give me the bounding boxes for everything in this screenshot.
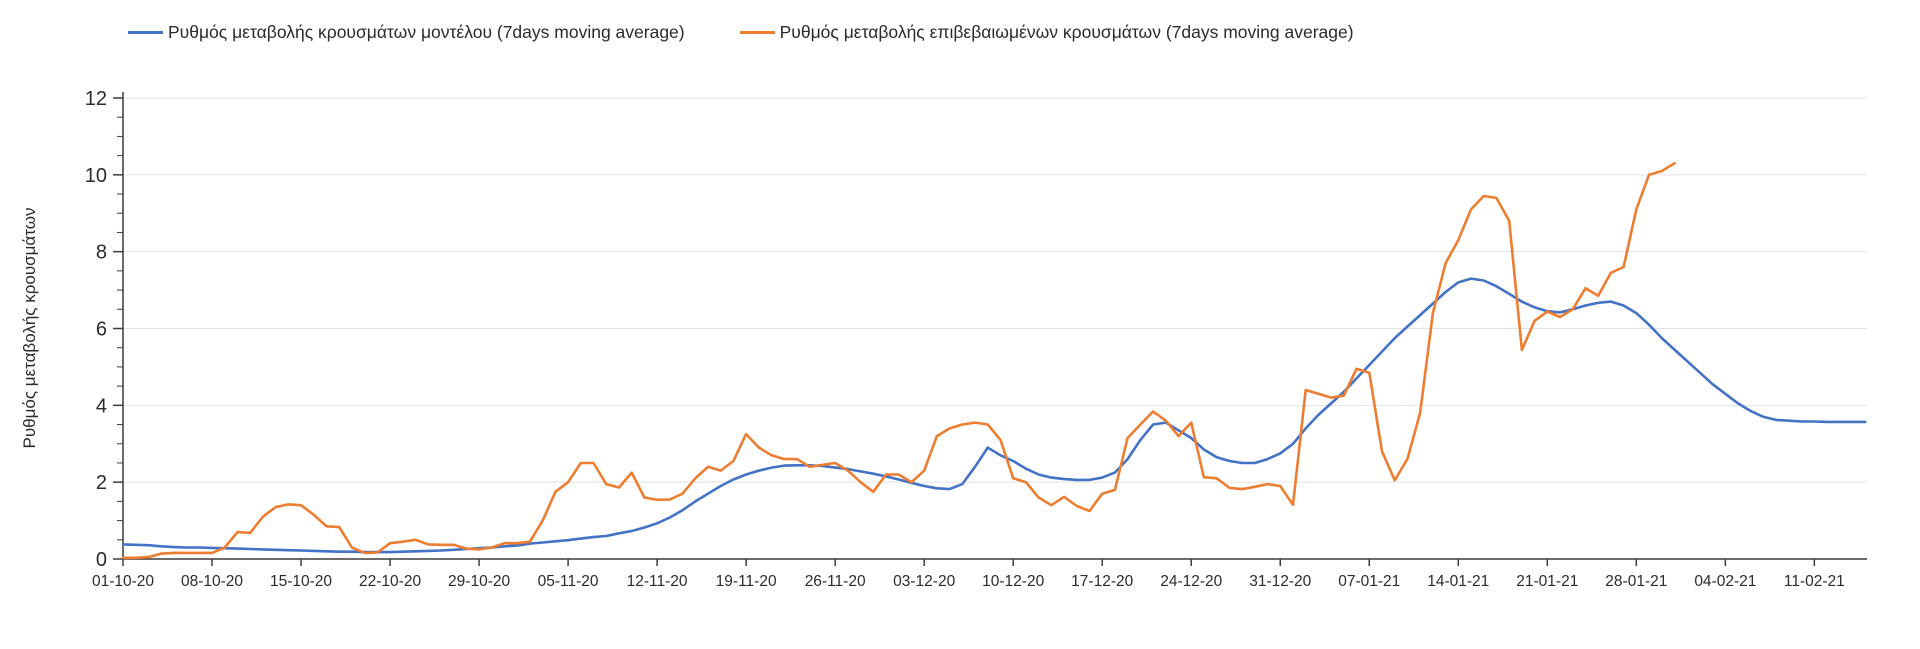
x-tick-label-28-01-21: 28-01-21 xyxy=(1605,573,1667,590)
x-tick-label-03-12-20: 03-12-20 xyxy=(893,573,955,590)
x-tick-label-10-12-20: 10-12-20 xyxy=(982,573,1044,590)
confirmed-series-line-icon xyxy=(739,31,775,34)
legend-item-confirmed[interactable]: Ρυθμός μεταβολής επιβεβαιωμένων κρουσμάτ… xyxy=(739,22,1354,43)
legend-label-confirmed: Ρυθμός μεταβολής επιβεβαιωμένων κρουσμάτ… xyxy=(779,22,1354,42)
x-tick-label-04-02-21: 04-02-21 xyxy=(1694,573,1756,590)
model-series-line xyxy=(121,277,1867,554)
x-tick-label-12-11-20: 12-11-20 xyxy=(627,573,688,590)
y-tick-label-6: 6 xyxy=(96,319,107,341)
chart-legend: Ρυθμός μεταβολής κρουσμάτων μοντέλου (7d… xyxy=(128,22,1354,43)
x-tick-label-11-02-21: 11-02-21 xyxy=(1784,573,1845,590)
x-tick-label-08-10-20: 08-10-20 xyxy=(181,573,243,590)
legend-item-model[interactable]: Ρυθμός μεταβολής κρουσμάτων μοντέλου (7d… xyxy=(128,22,685,43)
confirmed-series-line xyxy=(121,162,1676,560)
y-tick-label-8: 8 xyxy=(96,242,107,264)
x-tick-label-19-11-20: 19-11-20 xyxy=(716,573,777,590)
x-tick-label-15-10-20: 15-10-20 xyxy=(270,573,332,590)
y-tick-label-10: 10 xyxy=(85,165,107,187)
x-tick-label-29-10-20: 29-10-20 xyxy=(448,573,510,590)
y-tick-label-0: 0 xyxy=(96,549,107,571)
x-tick-label-24-12-20: 24-12-20 xyxy=(1160,573,1222,590)
y-tick-label-2: 2 xyxy=(96,472,107,494)
x-tick-label-07-01-21: 07-01-21 xyxy=(1338,573,1400,590)
model-series-line-icon xyxy=(128,31,163,34)
legend-label-model: Ρυθμός μεταβολής κρουσμάτων μοντέλου (7d… xyxy=(168,22,685,42)
x-tick-label-31-12-20: 31-12-20 xyxy=(1249,573,1311,590)
y-tick-label-4: 4 xyxy=(96,395,107,417)
x-tick-label-21-01-21: 21-01-21 xyxy=(1516,573,1578,590)
x-tick-label-17-12-20: 17-12-20 xyxy=(1071,573,1133,590)
y-tick-label-12: 12 xyxy=(85,88,107,110)
x-tick-label-26-11-20: 26-11-20 xyxy=(805,573,866,590)
x-tick-label-14-01-21: 14-01-21 xyxy=(1427,573,1489,590)
x-tick-label-01-10-20: 01-10-20 xyxy=(92,573,154,590)
x-tick-label-22-10-20: 22-10-20 xyxy=(359,573,421,590)
x-tick-label-05-11-20: 05-11-20 xyxy=(538,573,599,590)
